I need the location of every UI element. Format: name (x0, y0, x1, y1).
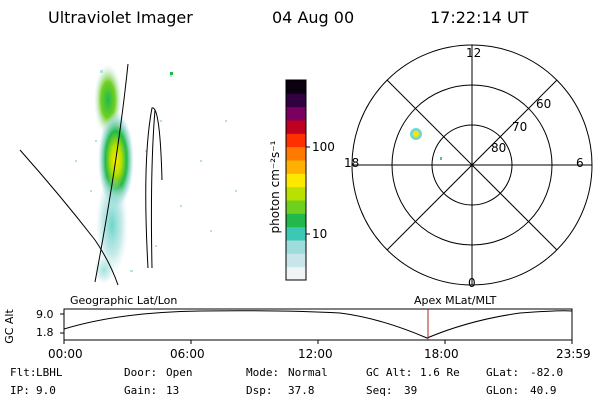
colorbar-swatch (286, 226, 306, 241)
colorbar-swatch (286, 173, 306, 188)
colorbar-tick-10: 10 (312, 227, 328, 241)
colorbar-swatch (286, 186, 306, 201)
colorbar-tick-100: 100 (312, 140, 335, 154)
timeline-x-tick: 00:00 (48, 347, 83, 361)
colorbar-swatch (286, 133, 306, 148)
info-glat-key: GLat: (486, 366, 520, 379)
info-gain-key: Gain: (124, 384, 158, 397)
info-seq-value: 39 (404, 384, 418, 397)
colorbar-swatch (286, 213, 306, 228)
info-mode-value: Normal (288, 366, 328, 379)
info-ip-key: IP: (10, 384, 30, 397)
info-flt-key: Flt: (10, 366, 37, 379)
mlt-label-6: 6 (576, 156, 584, 170)
info-glat-value: -82.0 (530, 366, 564, 379)
lat-label-70: 70 (512, 120, 528, 134)
colorbar-swatch (286, 266, 306, 281)
timeline-x-tick: 18:00 (424, 347, 459, 361)
info-dsp-value: 37.8 (288, 384, 315, 397)
colorbar-swatch (286, 240, 306, 254)
info-mode-key: Mode: (246, 366, 280, 379)
timeline-x-tick: 06:00 (170, 347, 205, 361)
timeline-left-title: Geographic Lat/Lon (70, 294, 178, 307)
polar-plot (351, 44, 593, 286)
info-seq-key: Seq: (366, 384, 393, 397)
timeline-y-label: GC Alt (2, 309, 16, 344)
timeline-y-tick-low: 1.8 (36, 326, 54, 339)
info-gcalt-key: GC Alt: (366, 366, 413, 379)
colorbar-unit-label: photon cm⁻²s⁻¹ (268, 140, 282, 234)
info-door-value: Open (166, 366, 193, 379)
colorbar-swatch (286, 160, 306, 174)
instrument-title: Ultraviolet Imager (48, 8, 193, 27)
timeline-x-tick: 12:00 (298, 347, 333, 361)
info-gcalt-value: 1.6 Re (420, 366, 460, 379)
info-ip-value: 9.0 (36, 384, 56, 397)
info-glon-value: 40.9 (530, 384, 557, 397)
timeline-panel (60, 308, 573, 344)
info-dsp-key: Dsp: (246, 384, 273, 397)
colorbar-swatch (286, 146, 306, 161)
info-door-key: Door: (124, 366, 158, 379)
info-flt-value: LBHL (36, 366, 63, 379)
colorbar-swatch (286, 200, 306, 214)
observation-date: 04 Aug 00 (272, 8, 355, 27)
colorbar-swatch (286, 120, 306, 134)
timeline-right-title: Apex MLat/MLT (414, 294, 497, 307)
lat-label-60: 60 (536, 97, 552, 111)
colorbar-swatch (286, 253, 306, 268)
lat-label-80: 80 (491, 141, 507, 155)
mlt-label-12: 12 (466, 46, 482, 60)
auroral-image (19, 63, 237, 286)
info-glon-key: GLon: (486, 384, 520, 397)
colorbar-swatch (286, 80, 306, 94)
mlt-label-0: 0 (468, 276, 476, 290)
colorbar-swatch (286, 106, 306, 121)
polar-aurora-spot (410, 128, 442, 160)
colorbar (286, 80, 306, 281)
info-gain-value: 13 (166, 384, 180, 397)
mlt-label-18: 18 (344, 156, 360, 170)
observation-time: 17:22:14 UT (430, 8, 529, 27)
colorbar-swatch (286, 93, 306, 108)
timeline-x-tick: 23:59 (556, 347, 591, 361)
timeline-y-tick-high: 9.0 (36, 308, 54, 321)
